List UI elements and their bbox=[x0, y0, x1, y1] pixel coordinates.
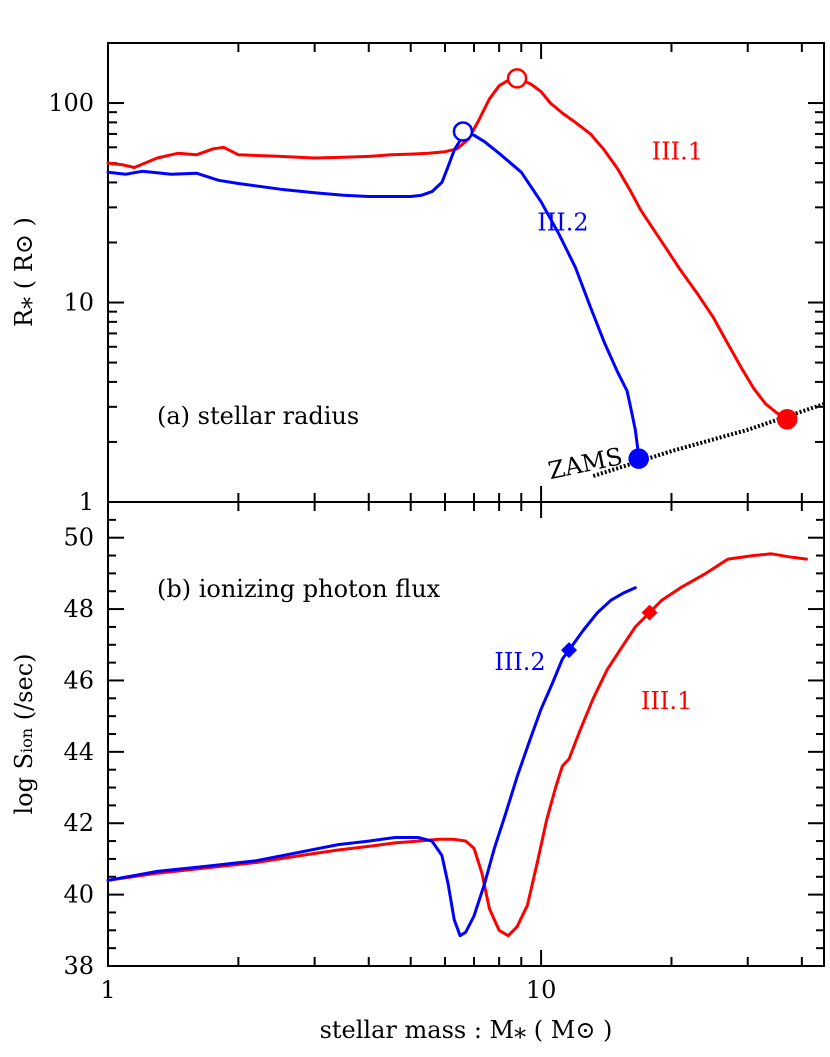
start-marker bbox=[452, 121, 474, 142]
diamond-marker bbox=[561, 642, 578, 659]
series-line-iii-1 bbox=[106, 552, 808, 938]
axis-ticks bbox=[107, 42, 824, 967]
series-label-iii-2: III.2 bbox=[537, 208, 588, 236]
diamond-marker bbox=[641, 604, 658, 621]
series-line-iii-2 bbox=[106, 586, 637, 938]
series-label-iii-1: III.1 bbox=[641, 687, 692, 715]
x-tick-labels: 1 10 bbox=[100, 976, 556, 1004]
y-tick-label: 46 bbox=[63, 666, 94, 694]
y-tick-label: 38 bbox=[63, 952, 94, 980]
y-tick-label: 10 bbox=[63, 289, 94, 317]
series-labels: III.1 III.2 ZAMS III.1 III.2 bbox=[494, 138, 703, 715]
y-tick-label: 40 bbox=[63, 881, 94, 909]
panel-b-label: (b) ionizing photon flux bbox=[157, 575, 441, 603]
start-marker bbox=[506, 68, 528, 89]
y-tick-label: 44 bbox=[63, 738, 94, 766]
panel-b-frame bbox=[107, 501, 825, 967]
y-tick-label: 100 bbox=[48, 89, 94, 117]
y-tick-label: 48 bbox=[63, 595, 94, 623]
series-line-iii-2 bbox=[106, 132, 641, 458]
end-marker bbox=[628, 448, 649, 469]
x-tick-label: 10 bbox=[526, 976, 557, 1004]
panel-a-frame bbox=[107, 42, 825, 503]
panel-a-ylabel: R⁎ ( R⊙ ) bbox=[10, 217, 38, 327]
end-marker bbox=[776, 408, 798, 430]
series-lines bbox=[106, 77, 825, 938]
x-tick-label: 1 bbox=[100, 976, 115, 1004]
y-tick-label: 1 bbox=[79, 488, 94, 516]
y-tick-labels: 1 10 100 38 40 42 44 46 48 50 bbox=[48, 89, 94, 980]
series-label-zams: ZAMS bbox=[546, 442, 625, 485]
x-axis-label: stellar mass : M⁎ ( M⊙ ) bbox=[320, 1016, 613, 1044]
y-tick-label: 50 bbox=[63, 524, 94, 552]
series-markers bbox=[452, 68, 798, 659]
series-line-iii-1 bbox=[106, 77, 789, 421]
y-tick-label: 42 bbox=[63, 809, 94, 837]
panel-b-ylabel: log Sion (/sec) bbox=[10, 653, 38, 814]
series-label-iii-2: III.2 bbox=[494, 648, 545, 676]
series-label-iii-1: III.1 bbox=[652, 138, 703, 166]
panel-a-label: (a) stellar radius bbox=[157, 402, 359, 430]
